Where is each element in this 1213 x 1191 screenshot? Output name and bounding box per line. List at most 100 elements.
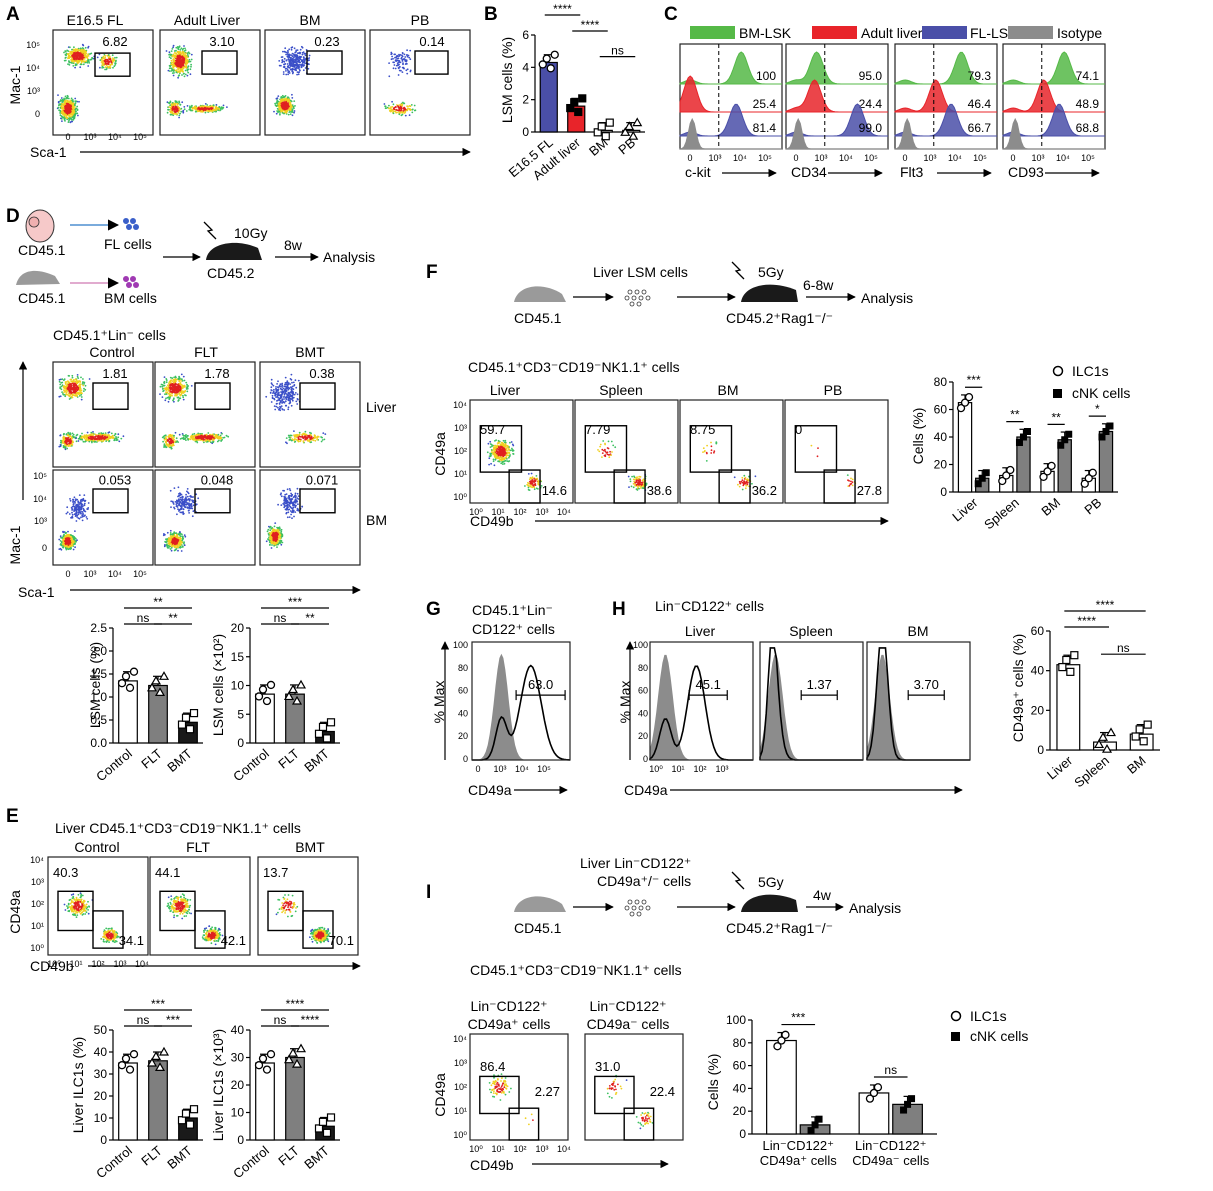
panel-e-bar2-point (314, 1124, 324, 1133)
panel-c-pct: 24.4 (859, 97, 883, 111)
panel-f-chart-point (1015, 439, 1023, 446)
panel-e-bar2-point (287, 1047, 299, 1057)
panel-d-bar2-ytick: 20 (231, 621, 245, 635)
panel-e-bar2-sig: **** (286, 997, 305, 1011)
panel-f-chart-bar-cnk (1098, 430, 1114, 493)
panel-b-chart-point (546, 64, 555, 73)
panel-i-col1-a: Lin⁻CD122⁺ (470, 998, 547, 1014)
panel-i-chart-bar-ilc1 (858, 1092, 890, 1135)
panel-c-pct: 46.4 (968, 97, 992, 111)
panel-h-hist-0-pct: 45.1 (696, 677, 721, 692)
panel-i-chart-point (815, 1115, 823, 1123)
panel-g-ylabel: % Max (431, 681, 447, 724)
panel-d-bar2-point (283, 691, 295, 701)
panel-a-xtick-1: 10³ (83, 132, 96, 142)
panel-g-xtick: 10⁵ (537, 764, 551, 774)
panel-e-ytick: 10⁰ (30, 943, 44, 953)
panel-i-chart-point (811, 1121, 819, 1129)
panel-g-hist-pct: 63.0 (528, 677, 553, 692)
panel-d-col-1: FLT (194, 344, 218, 360)
panel-c-isotype (1002, 117, 1105, 150)
panel-d-ytick-0: 10⁵ (33, 471, 47, 481)
panel-h-chart-point (1062, 655, 1071, 665)
panel-h-chart-sig: **** (1096, 598, 1115, 612)
panel-d-bar2: 0 5 10 15 20 Control FLT BMT ***ns ** (230, 595, 340, 784)
panel-e-bar2-point (322, 1128, 332, 1137)
scheme-f-time: 6-8w (803, 277, 834, 293)
panel-f-chart-point (998, 476, 1007, 486)
panel-d-dotplot-1-1: 0.048 (154, 469, 256, 566)
panel-h-chart-point (1070, 651, 1079, 660)
panel-c-tick: 0 (687, 153, 692, 163)
panel-d-bar1-ytick: 2.0 (90, 644, 107, 658)
panel-i-quad-1-gate-cnk (623, 1107, 655, 1141)
panel-f-chart-point (1084, 474, 1093, 483)
panel-f-chart-point (1002, 471, 1011, 480)
panel-f-xtick: 10⁴ (557, 507, 571, 517)
panel-b-chart-point (542, 54, 551, 63)
panel-d-bar1-point (129, 667, 139, 676)
scheme-d-analysis: Analysis (323, 249, 375, 265)
legend-i-ilc1: ILC1s (970, 1008, 1007, 1024)
panel-d-bar1-point (150, 675, 162, 685)
panel-f-bar-ylabel: Cells (%) (910, 408, 926, 465)
panel-a-ytick-3: 0 (35, 109, 40, 119)
panel-i-bar-ylabel: Cells (%) (705, 1054, 721, 1111)
panel-d-bar2-point (295, 679, 307, 689)
panel-c-tick: 10⁴ (733, 153, 747, 163)
panel-g-ytick: 20 (458, 731, 468, 741)
panel-e-bar1-sig: *** (151, 997, 165, 1011)
scheme-d-donor2: CD45.1 (18, 290, 66, 306)
panel-d-bar1-point (181, 713, 191, 722)
panel-a-gate-pct: 0.23 (314, 34, 339, 49)
panel-e-bar2-ytick: 10 (231, 1106, 245, 1120)
panel-c-tick: 0 (1010, 153, 1015, 163)
panel-d-bar1-ylabel: LSM cells (%) (87, 642, 103, 728)
panel-e-bar2-ytick: 40 (231, 1023, 245, 1037)
panel-h-ytick: 20 (638, 731, 648, 741)
panel-h-hist-1-pct: 1.37 (807, 677, 832, 692)
panel-d-xtick-3: 10⁵ (133, 569, 147, 579)
panel-h-col-0: Liver (685, 623, 716, 639)
panel-a-xtick-2: 10⁴ (108, 132, 122, 142)
panel-d-gate (92, 488, 129, 514)
panel-d-bar1-sig: ns (137, 611, 150, 625)
panel-h-hist-2: 3.70 (866, 641, 971, 761)
panel-f-tl-pct: 8.75 (690, 422, 715, 437)
panel-c-pct: 66.7 (968, 121, 992, 135)
panel-d-scheme (16, 209, 319, 289)
panel-i-ytick: 10² (454, 1082, 467, 1092)
panel-i-br-pct: 22.4 (650, 1084, 675, 1099)
panel-f-quad-0-gate-cnk (508, 469, 541, 504)
panel-h-xtick: 10¹ (671, 764, 684, 774)
panel-e-bar1-point (189, 1105, 199, 1114)
panel-e-xtick: 10³ (113, 959, 126, 969)
panel-e-bar2-point (258, 1054, 268, 1063)
legend-bmlsk: BM-LSK (739, 25, 792, 41)
panel-h-chart-point (1093, 739, 1105, 749)
panel-i-chart-point (777, 1036, 786, 1045)
panel-d-bar2-sig: *** (288, 595, 302, 609)
legend-f-ilc1-marker (1052, 365, 1064, 377)
panel-d-bar1-ytick: 1.0 (90, 690, 107, 704)
panel-c-pct: 25.4 (753, 97, 777, 111)
panel-c-pct: 79.3 (968, 69, 992, 83)
panel-b-ylabel: LSM cells (%) (499, 37, 515, 123)
panel-f-chart-sig: ** (1010, 408, 1020, 422)
panel-c-pct: 48.9 (1076, 97, 1100, 111)
panel-h-chart-ytick: 20 (1031, 703, 1045, 717)
legend-swatch-bmlsk (690, 26, 735, 39)
panel-e-col-1: FLT (186, 839, 210, 855)
panel-e-bar1-ytick: 10 (94, 1111, 108, 1125)
panel-h-chart-ytick: 40 (1031, 664, 1045, 678)
panel-d-bar1-point (189, 708, 199, 718)
panel-i-chart-bar-ilc1 (766, 1039, 797, 1135)
panel-c-isotype (894, 117, 997, 150)
legend-iso: Isotype (1057, 25, 1102, 41)
panel-c-tick: 10⁵ (1081, 153, 1095, 163)
panel-g-xtick: 10⁴ (515, 764, 529, 774)
panel-f-chart-point (982, 469, 990, 477)
panel-i-chart-ytick: 100 (726, 1013, 746, 1027)
panel-e-quad-1-gate-cnk (194, 910, 226, 949)
